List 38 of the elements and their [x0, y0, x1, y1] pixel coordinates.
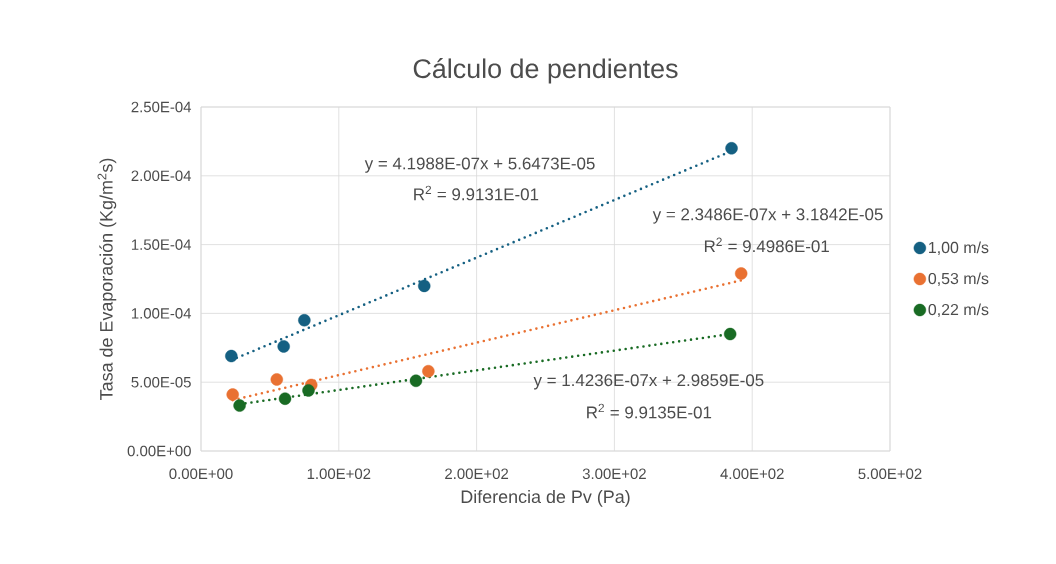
point	[422, 364, 435, 378]
x-tick-label: 4.00E+02	[720, 468, 784, 480]
y-axis-title: Tasa de Evaporación (Kg/m$^{2}$s)	[97, 158, 117, 400]
point	[302, 384, 315, 397]
point	[277, 340, 290, 353]
legend-label: 0,53 m/s	[928, 272, 989, 287]
y-tick-label: 2.00E-04	[131, 170, 192, 182]
y-tick-label: 1.50E-04	[131, 239, 192, 250]
annotation: R$^{2}$ = 9.9135E-01	[587, 403, 712, 419]
y-tick-label: 1.00E-04	[131, 308, 192, 319]
point	[226, 388, 239, 401]
annotation: R$^{2}$ = 9.4986E-01	[704, 237, 829, 253]
point	[723, 327, 737, 341]
point	[298, 314, 311, 327]
x-tick-label: 2.00E+02	[445, 468, 509, 480]
legend-label: 0,22 m/s	[928, 303, 989, 318]
x-tick-label: 3.00E+02	[582, 468, 646, 480]
annotation: y = 1.4236E-07x + 2.9859E-05	[533, 374, 764, 390]
x-tick-label: 0.00E+00	[169, 468, 233, 480]
point	[278, 392, 292, 405]
annotation: y = 4.1988E-07x + 5.6473E-05	[364, 157, 595, 173]
y-tick-label: 0.00E+00	[127, 445, 191, 457]
annotation: y = 2.3486E-07x + 3.1842E-05	[652, 208, 883, 224]
x-tick-label: 1.00E+02	[307, 468, 371, 480]
x-axis-title: Diferencia de Pv (Pa)	[461, 489, 630, 507]
point	[225, 349, 238, 363]
point	[725, 142, 738, 155]
annotation: R$^{2}$ = 9.9131E-01	[414, 185, 539, 201]
point	[233, 399, 246, 412]
y-tick-label: 5.00E-05	[131, 376, 191, 388]
point	[418, 279, 431, 293]
legend-label: 1,00 m/s	[929, 241, 989, 256]
x-tick-label: 5.00E+02	[858, 468, 922, 480]
chart-title: Cálculo de pendientes	[413, 58, 678, 84]
point	[270, 373, 283, 386]
point	[734, 267, 748, 280]
point	[409, 374, 423, 388]
y-tick-label: 2.50E-04	[131, 101, 192, 113]
